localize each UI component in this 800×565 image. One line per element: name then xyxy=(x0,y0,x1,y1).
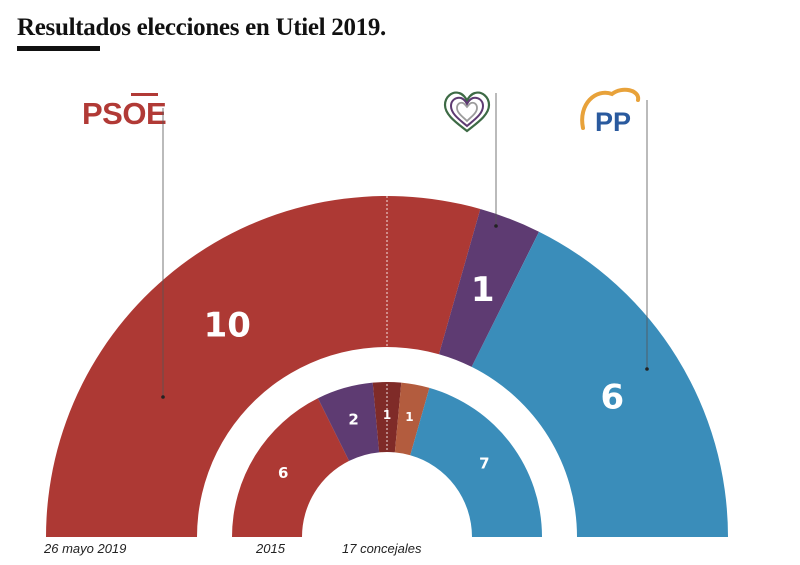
chart-title: Resultados elecciones en Utiel 2019. xyxy=(17,14,387,41)
inner-ring-footnote: 2015 xyxy=(256,541,285,556)
title-underline xyxy=(17,46,100,51)
outer-seat-label-1: 1 xyxy=(471,270,495,310)
psoe-leader-dot xyxy=(161,395,165,399)
inner-segment-3 xyxy=(394,382,430,456)
inner-seat-label-0: 6 xyxy=(278,464,288,482)
inner-seat-label-3: 1 xyxy=(405,410,413,424)
outer-ring-2019 xyxy=(46,195,728,537)
heart-logo-icon xyxy=(443,91,491,133)
inner-seat-label-4: 7 xyxy=(479,454,489,472)
outer-ring-footnote: 26 mayo 2019 xyxy=(44,541,127,556)
inner-segment-4 xyxy=(410,387,542,537)
pp-logo-text: PP xyxy=(595,107,631,137)
psoe-logo-text: PSOE xyxy=(82,96,167,131)
outer-seat-label-0: 10 xyxy=(204,306,251,346)
outer-segment-2 xyxy=(471,231,728,537)
psoe-logo-accent xyxy=(131,93,158,96)
seats-footnote: 17 concejales xyxy=(342,541,422,556)
pp-logo: PP xyxy=(580,87,641,137)
pp-logo-arc xyxy=(580,87,641,130)
inner-ring-2015 xyxy=(232,382,542,537)
inner-seat-label-2: 1 xyxy=(383,408,391,422)
outer-segment-0 xyxy=(46,195,481,537)
compromis-leader-dot xyxy=(494,224,498,228)
inner-segment-1 xyxy=(317,382,380,461)
outer-segment-1 xyxy=(438,209,539,367)
inner-segment-0 xyxy=(232,398,350,537)
psoe-logo: PSOE xyxy=(82,93,167,132)
pp-leader-dot xyxy=(645,367,649,371)
outer-seat-label-2: 6 xyxy=(600,377,624,417)
inner-seat-label-1: 2 xyxy=(348,411,358,429)
